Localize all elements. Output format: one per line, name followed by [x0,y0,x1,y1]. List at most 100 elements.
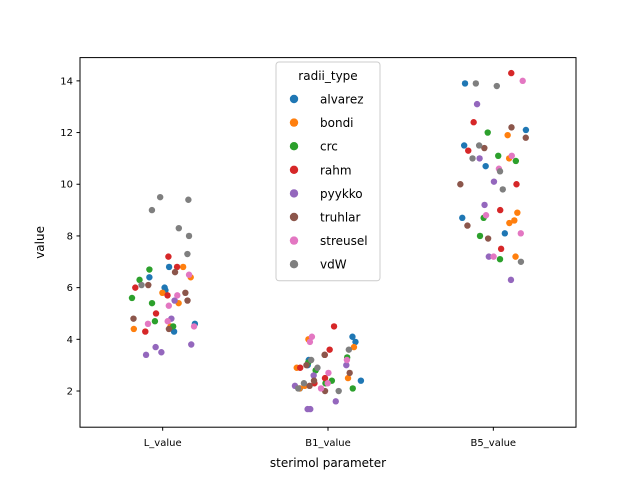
data-point-truhlar [303,361,310,369]
y-axis-label: value [33,226,47,259]
data-point-rahm [330,323,338,330]
data-point-truhlar [522,134,529,141]
legend-marker-crc [289,142,299,151]
data-point-truhlar [457,181,464,188]
data-point-truhlar [306,382,313,390]
data-point-streusel [317,385,325,392]
legend-marker-truhlar [289,212,299,222]
data-point-streusel [517,230,524,237]
data-point-truhlar [310,377,318,384]
data-point-streusel [308,333,316,340]
data-point-truhlar [508,124,515,131]
data-point-alvarez [349,333,356,340]
data-point-vdw [496,168,504,175]
data-point-pyykko [304,405,311,413]
data-point-pyykko [343,361,350,369]
y-tick-label: 8 [67,231,73,242]
legend-marker-pyykko [289,189,299,198]
data-point-pyykko [171,297,178,304]
data-point-rahm [497,206,504,214]
x-tick-label: B5_value [471,438,517,449]
data-point-rahm [321,374,329,382]
data-point-bondi [344,374,352,382]
data-point-vdw [156,193,164,201]
data-point-streusel [174,292,181,299]
data-point-streusel [482,212,490,219]
data-point-vdw [307,356,315,364]
data-point-streusel [343,356,351,364]
data-point-crc [128,294,136,302]
data-point-crc [512,157,520,165]
data-point-pyykko [485,253,493,260]
data-point-truhlar [184,297,191,304]
y-tick-label: 6 [67,283,73,294]
y-axis: 2 4 6 8 10 12 14 [60,76,80,398]
data-point-vdw [148,206,156,214]
data-point-bondi [512,253,519,260]
data-point-pyykko [332,398,339,405]
legend-marker-bondi [289,118,299,127]
data-point-alvarez [461,80,469,87]
data-point-streusel [508,152,515,160]
data-point-truhlar [484,235,492,242]
data-point-rahm [165,253,172,260]
data-point-truhlar [145,281,152,289]
data-point-rahm [497,245,505,253]
legend-marker-alvarez [289,94,299,104]
data-point-alvarez [460,142,468,149]
data-point-vdw [300,380,308,387]
data-point-vdw [469,155,476,162]
y-tick-label: 14 [60,76,73,87]
data-point-truhlar [165,325,173,333]
data-point-vdw [295,385,302,392]
data-point-bondi [506,219,513,227]
data-point-streusel [185,271,193,278]
y-tick-label: 4 [67,335,73,346]
data-point-vdw [345,346,353,353]
data-point-truhlar [182,289,189,296]
data-point-alvarez [459,214,466,222]
data-point-alvarez [146,274,153,281]
data-point-rahm [470,119,477,126]
data-point-truhlar [171,268,179,276]
data-point-bondi [130,325,138,333]
data-points [128,69,530,413]
data-point-streusel [519,77,526,85]
x-axis: L_value B1_value B5_value [144,427,516,449]
data-point-pyykko [188,341,195,348]
data-point-alvarez [161,284,168,291]
data-point-bondi [350,343,358,351]
legend-label-streusel: streusel [320,234,368,248]
legend-label-rahm: rahm [320,163,352,177]
data-point-vdw [185,232,193,240]
data-point-crc [148,299,156,307]
data-point-truhlar [346,369,353,377]
data-point-crc [146,266,153,273]
data-point-bondi [511,217,518,224]
y-tick-label: 2 [67,387,73,398]
legend-label-truhlar: truhlar [320,211,361,225]
data-point-vdw [335,387,342,395]
data-point-rahm [326,346,333,353]
data-point-crc [496,256,504,263]
data-point-crc [151,318,159,325]
data-point-vdw [499,186,506,193]
legend-label-crc: crc [320,140,338,154]
data-point-pyykko [507,276,515,284]
data-point-alvarez [165,263,173,271]
y-tick-label: 12 [60,128,73,139]
data-point-vdw [517,258,525,265]
data-point-bondi [504,131,511,139]
data-point-streusel [490,253,497,260]
data-point-streusel [190,323,198,330]
data-point-truhlar [130,315,137,322]
data-point-crc [136,276,143,284]
data-point-rahm [164,292,171,299]
data-point-vdw [314,364,321,371]
data-point-rahm [132,284,139,291]
data-point-pyykko [490,178,498,185]
data-point-streusel [306,338,314,346]
x-tick-label: L_value [144,438,182,449]
data-point-alvarez [352,338,359,346]
data-point-crc [484,129,491,136]
